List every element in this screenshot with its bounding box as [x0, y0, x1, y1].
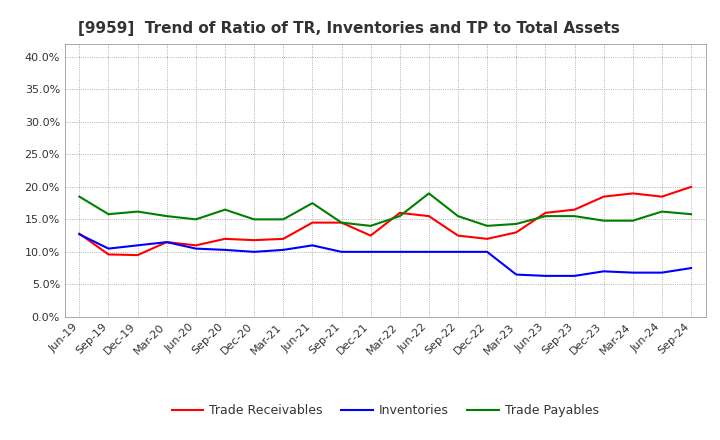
- Trade Receivables: [687, 184, 696, 190]
- Trade Payables: [512, 221, 521, 227]
- Inventories: [512, 272, 521, 277]
- Trade Receivables: [250, 238, 258, 243]
- Trade Payables: [104, 212, 113, 217]
- Inventories: [337, 249, 346, 254]
- Trade Payables: [454, 213, 462, 219]
- Trade Receivables: [395, 210, 404, 216]
- Text: [9959]  Trend of Ratio of TR, Inventories and TP to Total Assets: [9959] Trend of Ratio of TR, Inventories…: [78, 21, 619, 36]
- Trade Receivables: [308, 220, 317, 225]
- Inventories: [163, 239, 171, 245]
- Inventories: [657, 270, 666, 275]
- Trade Payables: [483, 223, 492, 228]
- Trade Payables: [541, 213, 550, 219]
- Trade Payables: [220, 207, 229, 212]
- Line: Trade Payables: Trade Payables: [79, 194, 691, 226]
- Inventories: [133, 243, 142, 248]
- Trade Payables: [599, 218, 608, 224]
- Trade Payables: [629, 218, 637, 224]
- Trade Payables: [366, 223, 375, 228]
- Trade Payables: [250, 217, 258, 222]
- Line: Inventories: Inventories: [79, 235, 691, 276]
- Inventories: [629, 270, 637, 275]
- Trade Payables: [687, 212, 696, 217]
- Trade Receivables: [163, 239, 171, 245]
- Trade Receivables: [279, 236, 287, 242]
- Trade Receivables: [657, 194, 666, 199]
- Legend: Trade Receivables, Inventories, Trade Payables: Trade Receivables, Inventories, Trade Pa…: [166, 400, 604, 422]
- Trade Receivables: [220, 236, 229, 242]
- Trade Receivables: [483, 236, 492, 242]
- Trade Receivables: [192, 243, 200, 248]
- Trade Payables: [279, 217, 287, 222]
- Trade Payables: [163, 213, 171, 219]
- Trade Payables: [133, 209, 142, 214]
- Trade Payables: [395, 213, 404, 219]
- Inventories: [425, 249, 433, 254]
- Trade Receivables: [366, 233, 375, 238]
- Inventories: [541, 273, 550, 279]
- Inventories: [192, 246, 200, 251]
- Trade Receivables: [541, 210, 550, 216]
- Trade Payables: [425, 191, 433, 196]
- Trade Receivables: [512, 230, 521, 235]
- Inventories: [687, 265, 696, 271]
- Trade Receivables: [104, 252, 113, 257]
- Line: Trade Receivables: Trade Receivables: [79, 187, 691, 255]
- Inventories: [483, 249, 492, 254]
- Inventories: [395, 249, 404, 254]
- Trade Receivables: [75, 231, 84, 236]
- Trade Payables: [308, 201, 317, 206]
- Trade Receivables: [337, 220, 346, 225]
- Trade Payables: [337, 220, 346, 225]
- Inventories: [75, 232, 84, 237]
- Inventories: [104, 246, 113, 251]
- Trade Receivables: [570, 207, 579, 212]
- Inventories: [366, 249, 375, 254]
- Inventories: [308, 243, 317, 248]
- Trade Payables: [192, 217, 200, 222]
- Inventories: [220, 247, 229, 253]
- Inventories: [599, 269, 608, 274]
- Trade Receivables: [454, 233, 462, 238]
- Inventories: [250, 249, 258, 254]
- Inventories: [570, 273, 579, 279]
- Trade Receivables: [599, 194, 608, 199]
- Trade Payables: [657, 209, 666, 214]
- Trade Receivables: [425, 213, 433, 219]
- Inventories: [454, 249, 462, 254]
- Trade Receivables: [629, 191, 637, 196]
- Trade Payables: [570, 213, 579, 219]
- Trade Receivables: [133, 253, 142, 258]
- Trade Payables: [75, 194, 84, 199]
- Inventories: [279, 247, 287, 253]
